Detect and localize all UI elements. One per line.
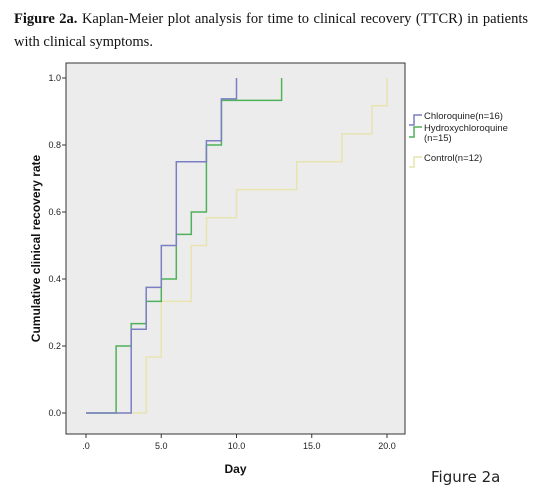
x-tick-label: 15.0	[303, 441, 321, 451]
y-tick-label: 0.2	[48, 341, 61, 351]
y-tick-label: 0.8	[48, 140, 61, 150]
series-line-0	[86, 78, 238, 414]
caption-text: Kaplan-Meier plot analysis for time to c…	[14, 11, 528, 50]
legend-label: Hydroxychloroquine (n=15)	[424, 123, 508, 144]
x-tick-label: 10.0	[228, 441, 246, 451]
y-tick-label: 1.0	[48, 73, 61, 83]
y-tick-label: 0.0	[48, 408, 61, 418]
figure-label: Figure 2a	[431, 468, 501, 486]
legend-label-line: Hydroxychloroquine	[424, 123, 508, 134]
legend-item: Hydroxychloroquine (n=15)	[409, 123, 508, 144]
x-axis-title: Day	[224, 462, 246, 476]
legend-swatch	[409, 114, 422, 126]
series-line-2	[86, 78, 388, 414]
legend-label-line: (n=15)	[424, 133, 452, 144]
y-axis-title: Cumulative clinical recovery rate	[29, 154, 43, 342]
legend-label: Chloroquine(n=16)	[424, 111, 503, 122]
caption-bold: Figure 2a.	[14, 11, 78, 27]
y-tick-label: 0.4	[48, 274, 61, 284]
y-tick-label: 0.6	[48, 207, 61, 217]
legend-swatch	[409, 126, 422, 138]
legend-item: Control(n=12)	[409, 153, 482, 168]
legend-swatch	[409, 156, 422, 168]
plot-area	[65, 62, 406, 435]
x-tick-label: 5.0	[155, 441, 168, 451]
x-tick-label: 20.0	[378, 441, 396, 451]
legend-label-line: Control(n=12)	[424, 153, 482, 164]
legend-item: Chloroquine(n=16)	[409, 111, 503, 126]
x-tick-label: .0	[82, 441, 90, 451]
legend-label: Control(n=12)	[424, 153, 482, 164]
legend-label-line: Chloroquine(n=16)	[424, 111, 503, 122]
figure-caption: Figure 2a. Kaplan-Meier plot analysis fo…	[14, 8, 528, 54]
